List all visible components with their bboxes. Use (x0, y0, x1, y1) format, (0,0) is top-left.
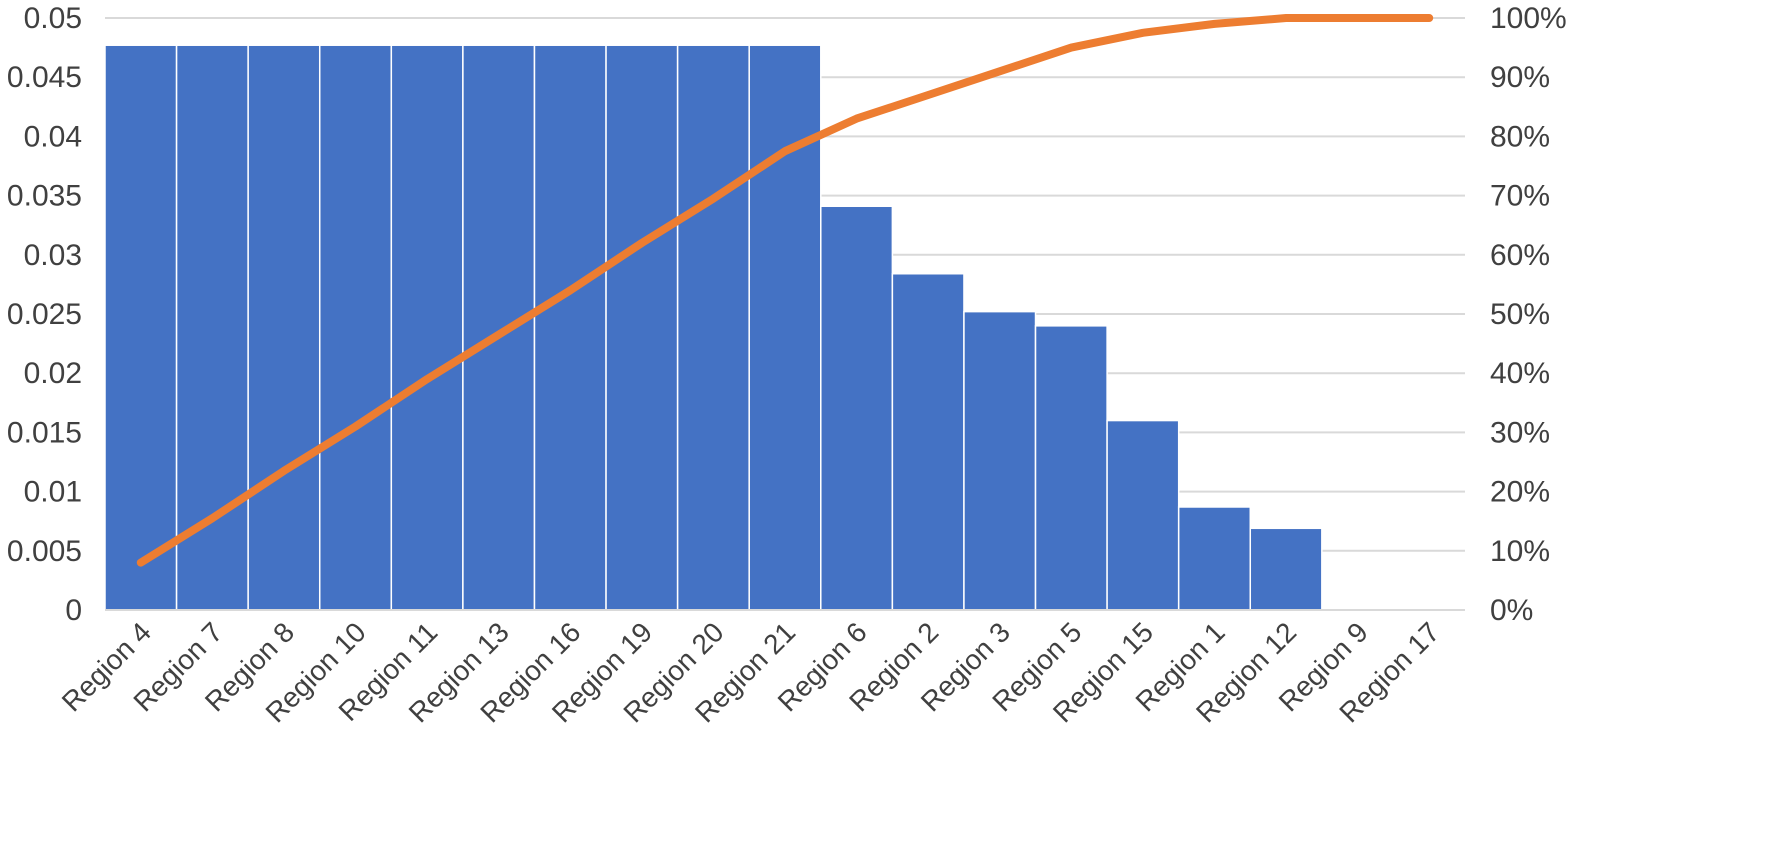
bar (1106, 419, 1180, 611)
left-tick-label: 0.015 (7, 416, 82, 449)
right-tick-label: 10% (1490, 535, 1550, 568)
left-tick-label: 0.045 (7, 61, 82, 94)
bar (247, 44, 321, 611)
left-tick-label: 0.025 (7, 298, 82, 331)
bar (820, 205, 894, 611)
right-tick-label: 60% (1490, 239, 1550, 272)
bar (1249, 527, 1323, 611)
bar (175, 44, 249, 611)
right-tick-label: 70% (1490, 180, 1550, 213)
bar (104, 44, 178, 611)
bar (748, 44, 822, 611)
bar (891, 272, 965, 611)
left-tick-label: 0.01 (24, 476, 82, 509)
bar (318, 44, 393, 611)
right-tick-label: 40% (1490, 357, 1550, 390)
left-tick-label: 0.02 (24, 357, 82, 390)
cumulative-line-series (136, 14, 1434, 567)
right-tick-label: 50% (1490, 298, 1550, 331)
right-tick-label: 90% (1490, 61, 1550, 94)
bar (390, 44, 464, 611)
left-tick-label: 0.05 (24, 2, 82, 35)
left-tick-label: 0.005 (7, 535, 82, 568)
left-tick-label: 0.04 (24, 120, 82, 153)
bar (533, 44, 607, 611)
bar (605, 44, 679, 611)
left-tick-label: 0.035 (7, 180, 82, 213)
bar (462, 44, 536, 611)
bar (963, 310, 1037, 611)
right-axis-ticks: 0% 10% 20% 30% 40% 50% 60% 70% 80% 90% 100% (1490, 2, 1567, 627)
right-tick-label: 100% (1490, 2, 1567, 35)
right-tick-label: 20% (1490, 476, 1550, 509)
bar-series (104, 44, 1323, 611)
bar (676, 44, 750, 611)
left-tick-label: 0.03 (24, 239, 82, 272)
left-tick-label: 0 (65, 594, 82, 627)
bar (1177, 506, 1252, 611)
left-axis-ticks: 0 0.005 0.01 0.015 0.02 0.025 0.03 0.035 0.04 0.0… (7, 2, 82, 627)
right-tick-label: 80% (1490, 120, 1550, 153)
cumulative-line (136, 14, 1434, 567)
bar (1034, 325, 1108, 611)
right-tick-label: 0% (1490, 594, 1533, 627)
right-tick-label: 30% (1490, 416, 1550, 449)
